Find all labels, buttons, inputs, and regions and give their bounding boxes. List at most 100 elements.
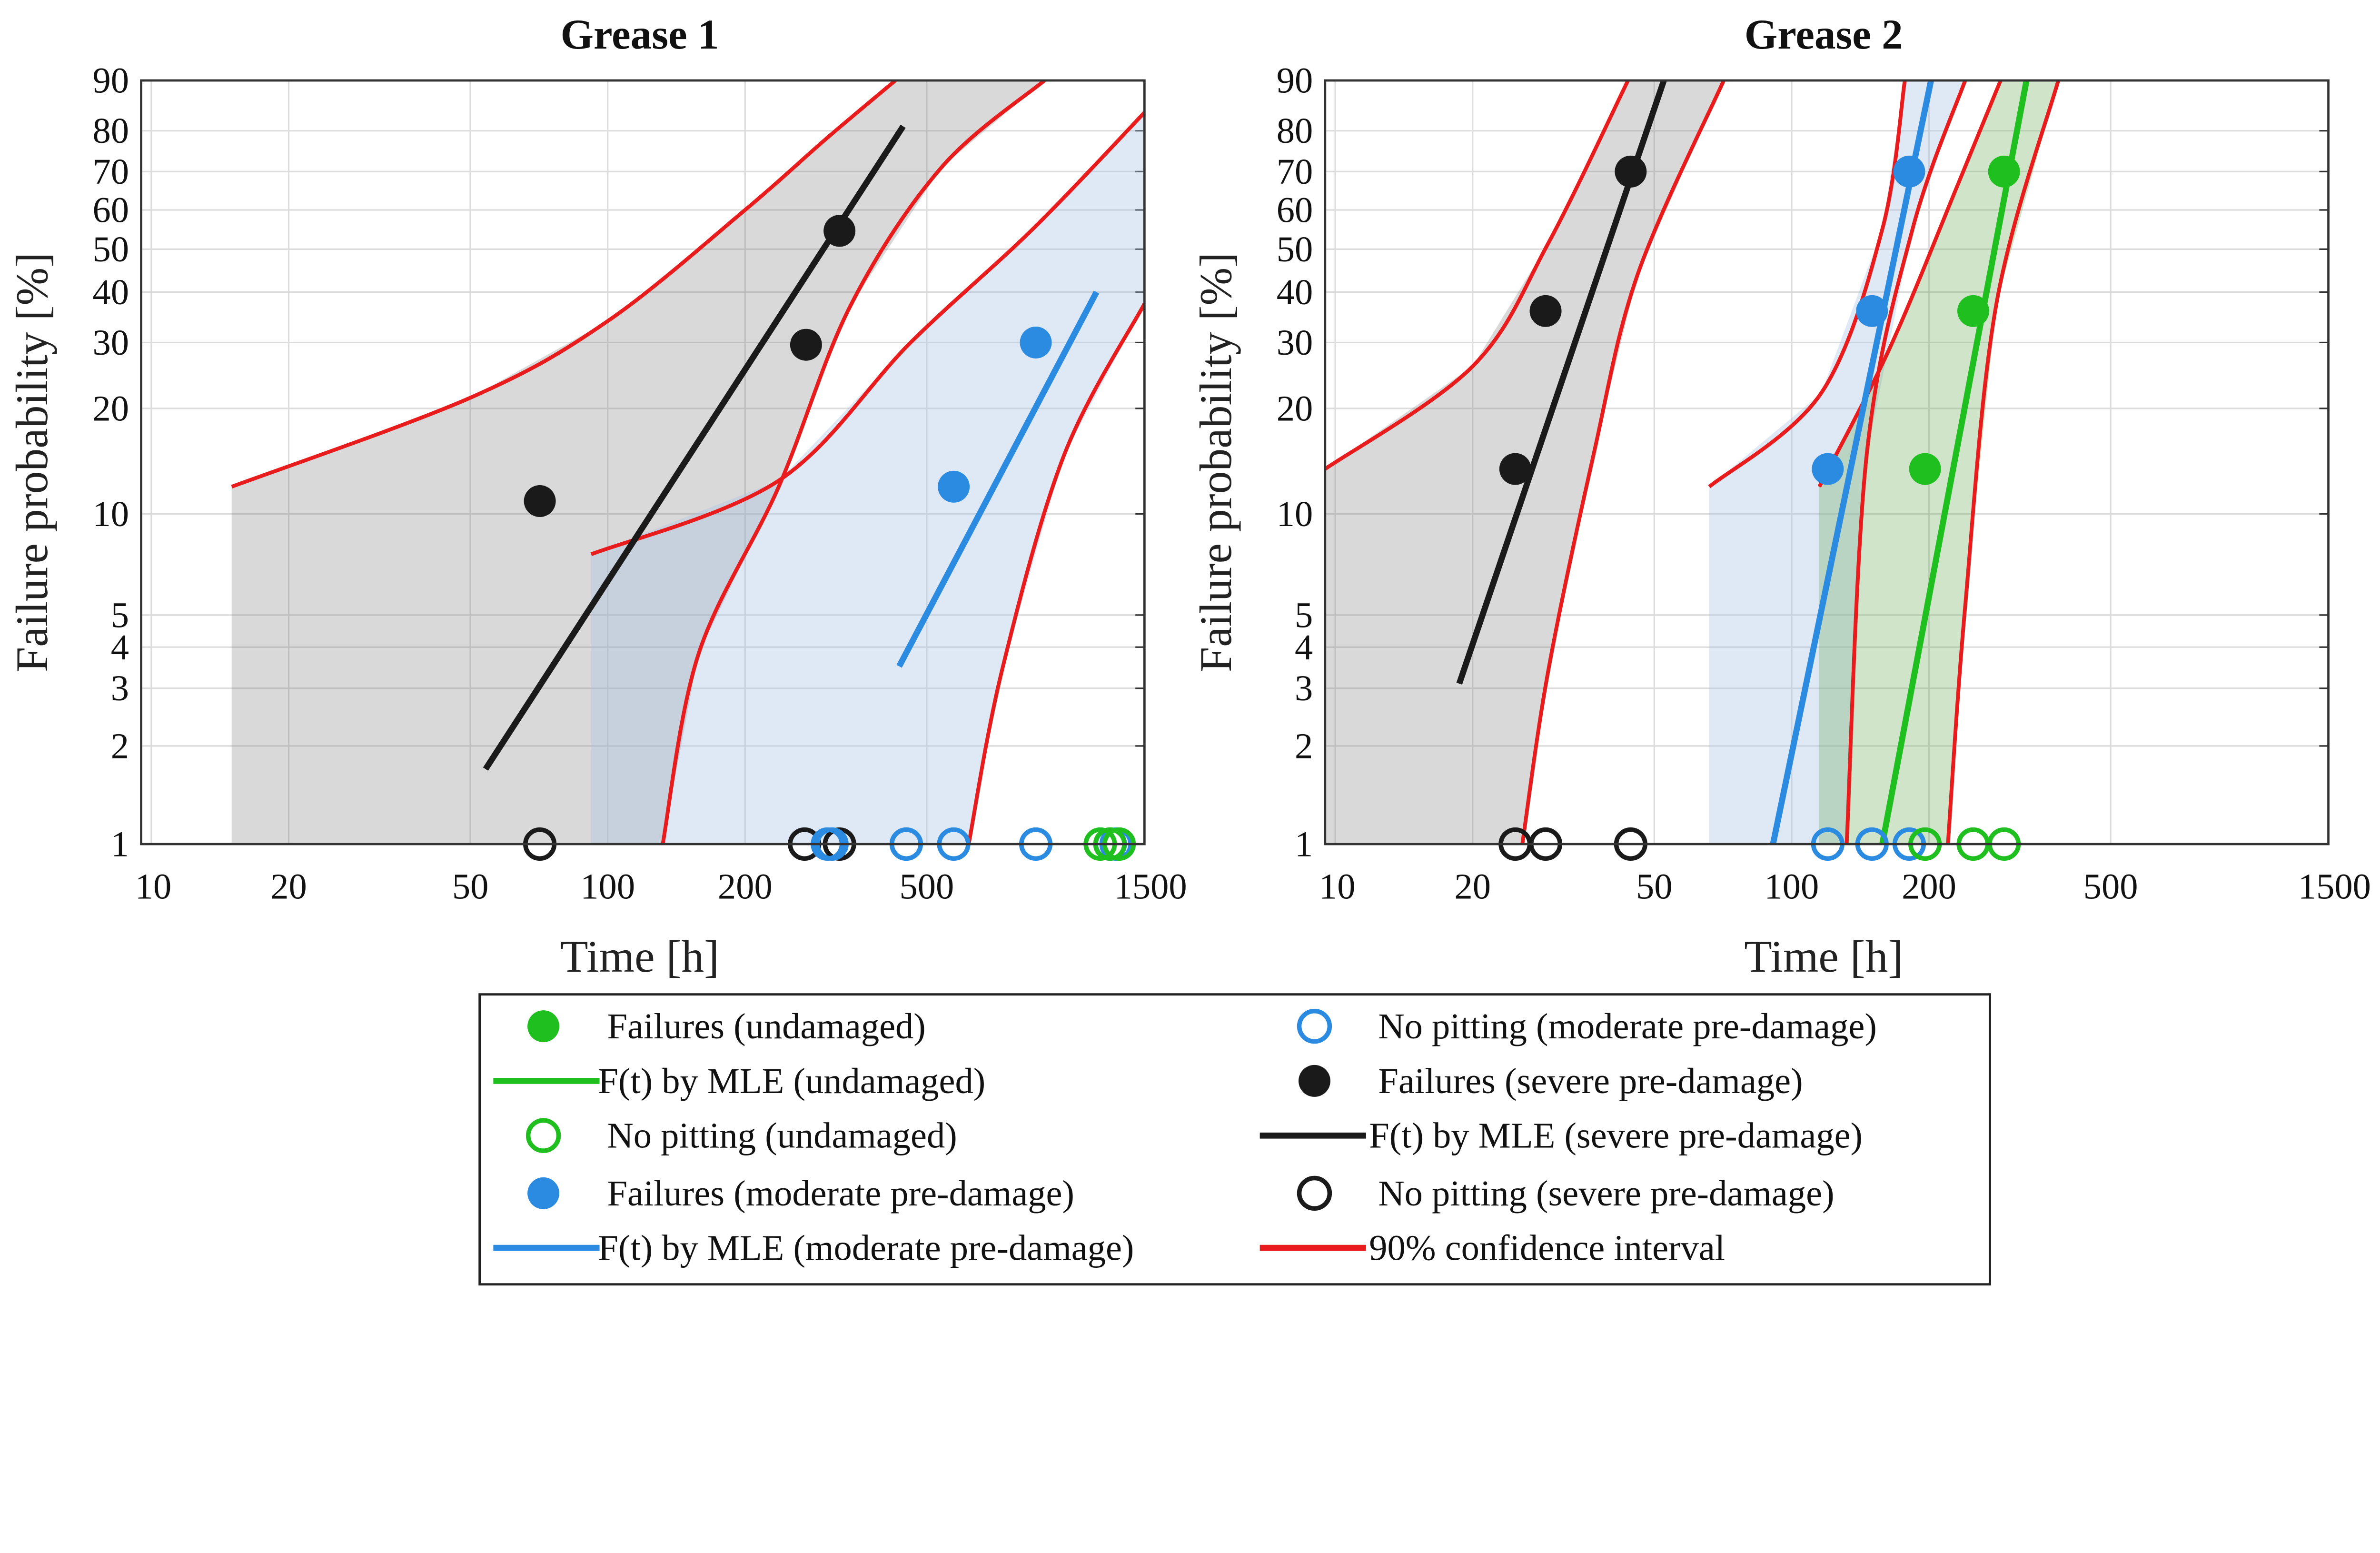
legend-marker-dot xyxy=(527,1010,560,1043)
y-tick-label: 70 xyxy=(1277,151,1313,192)
y-tick-label: 3 xyxy=(1295,668,1313,708)
ci-upper-black xyxy=(231,80,897,489)
y-tick-label: 20 xyxy=(93,388,129,428)
y-tick-label: 90 xyxy=(93,60,129,101)
legend-item: No pitting (moderate pre-damage) xyxy=(1297,1006,1877,1046)
legend-item: No pitting (severe pre-damage) xyxy=(1297,1173,1835,1214)
y-tick-label: 60 xyxy=(1277,189,1313,230)
y-tick-label: 2 xyxy=(111,726,129,766)
y-tick-label: 90 xyxy=(1277,60,1313,101)
ci-lower-black xyxy=(1520,80,1726,844)
legend-item: F(t) by MLE (severe pre-damage) xyxy=(1259,1115,1863,1156)
ci-band-black xyxy=(231,80,1045,844)
x-axis-label: Time [h] xyxy=(1744,931,1903,982)
x-tick-label: 50 xyxy=(452,866,489,907)
chart-title: Grease 2 xyxy=(1745,11,1903,58)
failure-point-blue xyxy=(1856,295,1888,327)
legend-item: F(t) by MLE (undamaged) xyxy=(493,1061,985,1101)
y-tick-label: 70 xyxy=(93,151,129,192)
x-tick-label: 1500 xyxy=(2298,866,2371,907)
failure-point-black xyxy=(790,329,822,361)
y-tick-label: 80 xyxy=(93,110,129,151)
chart-title: Grease 1 xyxy=(561,11,719,58)
legend-label: No pitting (severe pre-damage) xyxy=(1378,1173,1834,1214)
x-tick-label: 500 xyxy=(2083,866,2138,907)
failure-point-blue xyxy=(1812,453,1844,485)
y-tick-label: 5 xyxy=(111,595,129,635)
legend-marker-dot xyxy=(1298,1065,1330,1097)
y-tick-label: 80 xyxy=(1277,110,1313,151)
weibull-figure: 10 20 50 100 200 500 1500123451020304050607080… xyxy=(7,11,2371,1286)
legend-label: 90% confidence interval xyxy=(1369,1228,1725,1268)
ci-lower-black xyxy=(661,80,1046,844)
y-tick-label: 20 xyxy=(1277,388,1313,428)
x-tick-label: 500 xyxy=(899,866,954,907)
y-tick-label: 10 xyxy=(93,494,129,534)
x-tick-label: 100 xyxy=(580,866,635,907)
y-axis-label: Failure probability [%] xyxy=(7,252,57,672)
panel-2: 10 20 50 100 200 500 1500123451020304050607080… xyxy=(1190,11,2371,982)
ci-upper-blue xyxy=(590,111,1145,556)
legend-label: No pitting (undamaged) xyxy=(607,1115,957,1156)
legend-item: F(t) by MLE (moderate pre-damage) xyxy=(493,1228,1134,1268)
y-tick-label: 3 xyxy=(111,668,129,708)
failure-point-black xyxy=(823,215,856,247)
x-tick-label: 200 xyxy=(718,866,773,907)
y-tick-label: 4 xyxy=(111,627,129,667)
legend-label: Failures (severe pre-damage) xyxy=(1378,1061,1803,1101)
ci-upper-black xyxy=(1325,80,1630,471)
y-tick-label: 10 xyxy=(1277,494,1313,534)
failure-point-black xyxy=(524,485,556,517)
ci-lower-green xyxy=(1946,80,2061,844)
legend: Failures (undamaged) F(t) by MLE (undamag… xyxy=(478,993,1991,1286)
y-tick-label: 4 xyxy=(1295,627,1313,667)
legend-item: Failures (undamaged) xyxy=(527,1006,926,1046)
failure-point-blue xyxy=(1893,155,1925,188)
legend-item: Failures (moderate pre-damage) xyxy=(527,1173,1074,1214)
plot-area xyxy=(141,80,1145,844)
legend-label: Failures (moderate pre-damage) xyxy=(607,1173,1074,1214)
legend-marker-ring xyxy=(526,1118,561,1153)
legend-marker-ring xyxy=(1297,1175,1332,1211)
y-tick-label: 30 xyxy=(93,322,129,363)
x-tick-label: 1500 xyxy=(1114,866,1187,907)
ci-upper-green xyxy=(1817,80,2003,488)
plot-frame xyxy=(1324,79,2330,846)
ci-lower-blue xyxy=(967,303,1145,844)
mle-line-blue xyxy=(896,290,1100,668)
y-tick-label: 60 xyxy=(93,189,129,230)
y-axis-label: Failure probability [%] xyxy=(1190,252,1241,672)
y-tick-label: 50 xyxy=(93,229,129,269)
mle-line-green xyxy=(1879,80,2030,844)
legend-label: F(t) by MLE (moderate pre-damage) xyxy=(598,1228,1134,1268)
plot-frame xyxy=(140,79,1146,846)
x-tick-label: 50 xyxy=(1636,866,1673,907)
legend-label: F(t) by MLE (severe pre-damage) xyxy=(1369,1115,1863,1156)
failure-point-green xyxy=(1957,295,1989,327)
failure-point-green xyxy=(1909,453,1941,485)
x-axis-label: Time [h] xyxy=(560,931,719,982)
y-tick-label: 40 xyxy=(93,272,129,312)
x-tick-label: 20 xyxy=(1455,866,1491,907)
legend-item: No pitting (undamaged) xyxy=(526,1115,957,1156)
legend-label: F(t) by MLE (undamaged) xyxy=(598,1061,985,1101)
x-tick-label: 200 xyxy=(1902,866,1956,907)
mle-line-blue xyxy=(1770,80,1934,844)
legend-box xyxy=(478,993,1991,1286)
failure-point-green xyxy=(1988,155,2020,188)
y-tick-label: 2 xyxy=(1295,726,1313,766)
x-tick-label: 20 xyxy=(270,866,307,907)
failure-point-blue xyxy=(1020,326,1052,358)
legend-marker-ring xyxy=(1297,1008,1332,1044)
legend-marker-dot xyxy=(527,1177,560,1209)
x-tick-label: 10 xyxy=(1319,866,1356,907)
x-tick-label: 10 xyxy=(135,866,172,907)
legend-label: No pitting (moderate pre-damage) xyxy=(1378,1006,1876,1046)
legend-item: Failures (severe pre-damage) xyxy=(1298,1061,1803,1101)
x-tick-label: 100 xyxy=(1765,866,1819,907)
failure-point-black xyxy=(1615,155,1647,188)
failure-point-black xyxy=(1529,295,1562,327)
ci-band-blue xyxy=(591,112,1145,844)
failure-point-black xyxy=(1499,453,1531,485)
y-tick-label: 50 xyxy=(1277,229,1313,269)
